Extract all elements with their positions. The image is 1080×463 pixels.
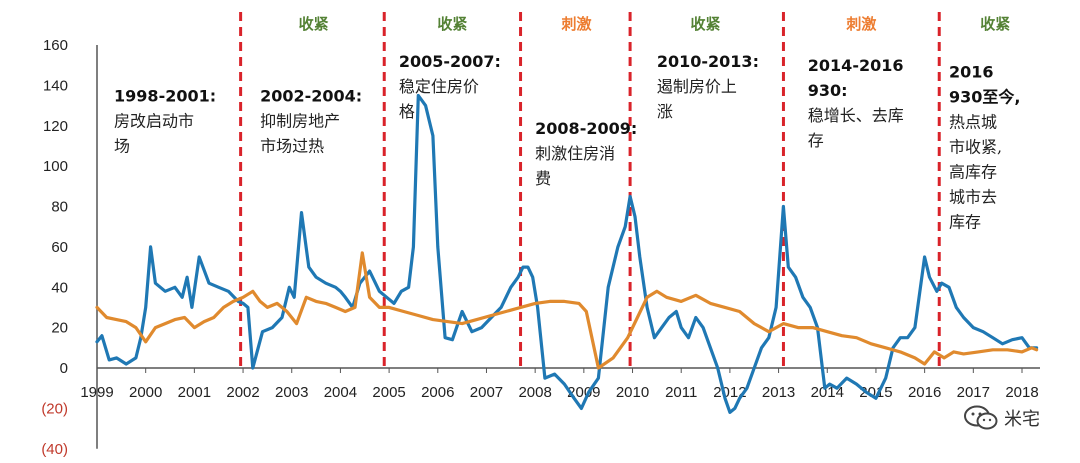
y-tick-label: 0: [60, 360, 68, 377]
period-title: 1998-2001:: [114, 87, 216, 106]
x-tick-label: 2007: [470, 384, 503, 401]
phase-labels: 收紧 收紧 刺激 收紧 刺激 收紧: [299, 15, 1011, 33]
y-tick-label: 80: [51, 199, 68, 216]
period-title: 2014-2016: [808, 56, 904, 75]
period-text: 费: [535, 169, 551, 188]
x-tick-label: 2010: [616, 384, 649, 401]
series-line-2: [95, 251, 1039, 370]
x-tick-label: 2016: [908, 384, 941, 401]
period-text: 市场过热: [260, 137, 324, 156]
y-tick-label: 60: [51, 239, 68, 256]
period-text: 抑制房地产: [260, 112, 340, 131]
x-tick-label: 2003: [275, 384, 308, 401]
y-tick-label: (40): [41, 441, 68, 458]
x-tick-label: 1999: [80, 384, 113, 401]
watermark: 米宅: [964, 405, 1040, 431]
period-text: 遏制房价上: [657, 77, 737, 96]
x-tick-label: 2006: [421, 384, 454, 401]
y-tick-label: 100: [43, 158, 68, 175]
period-text: 存: [808, 131, 824, 150]
period-text: 格: [399, 102, 415, 121]
period-title: 2005-2007:: [399, 52, 501, 71]
phase-label: 收紧: [691, 15, 721, 33]
period-title: 930:: [808, 81, 848, 100]
y-tick-label: 40: [51, 279, 68, 296]
wechat-icon: [964, 405, 998, 430]
x-tick-label: 2004: [324, 384, 357, 401]
x-tick-label: 2002: [226, 384, 259, 401]
x-tick-label: 2018: [1005, 384, 1038, 401]
period-text: 热点城: [949, 112, 997, 131]
period-text: 稳增长、去库: [808, 106, 904, 125]
phase-label: 收紧: [980, 15, 1010, 33]
x-tick-label: 2008: [518, 384, 551, 401]
period-text: 市收紧,: [949, 137, 1002, 156]
period-title: 2002-2004:: [260, 87, 362, 106]
x-tick-label: 2005: [372, 384, 405, 401]
period-title: 2016: [949, 62, 994, 81]
x-tick-label: 2011: [665, 384, 697, 401]
phase-label: 收紧: [299, 15, 329, 33]
phase-label: 刺激: [562, 15, 593, 33]
x-tick-label: 2013: [762, 384, 795, 401]
period-text: 城市去: [949, 187, 997, 206]
period-title: 2010-2013:: [657, 52, 759, 71]
y-tick-label: (20): [41, 400, 68, 417]
period-text: 涨: [657, 102, 673, 121]
x-tick-label: 2009: [567, 384, 600, 401]
x-tick-label: 2017: [957, 384, 990, 401]
watermark-text: 米宅: [1004, 409, 1040, 430]
period-text: 高库存: [949, 162, 997, 181]
y-tick-label: 140: [43, 77, 68, 94]
series-line-1: [95, 93, 1039, 414]
x-tick-label: 2012: [713, 384, 746, 401]
series-lines: [95, 93, 1039, 414]
period-annotation: 2014-2016 930: 稳增长、去库存: [808, 56, 904, 150]
period-text: 刺激住房消: [535, 144, 615, 163]
period-title: 2008-2009:: [535, 119, 637, 138]
x-tick-label: 2000: [129, 384, 162, 401]
tick-labels: 160 140 120 100 80 60 40 20 0 (20) (40) 1999 2000 200…: [41, 37, 1038, 458]
phase-label: 收紧: [437, 15, 467, 33]
phase-label: 刺激: [846, 15, 877, 33]
x-tick-label: 2015: [859, 384, 892, 401]
y-tick-label: 20: [51, 320, 68, 337]
x-tick-label: 2001: [178, 384, 211, 401]
period-text: 场: [114, 137, 130, 156]
y-tick-label: 160: [43, 37, 68, 54]
period-text: 库存: [949, 212, 981, 231]
y-tick-label: 120: [43, 118, 68, 135]
period-title: 930至今,: [949, 87, 1020, 106]
period-text: 稳定住房价: [399, 77, 479, 96]
period-text: 房改启动市: [114, 112, 194, 131]
